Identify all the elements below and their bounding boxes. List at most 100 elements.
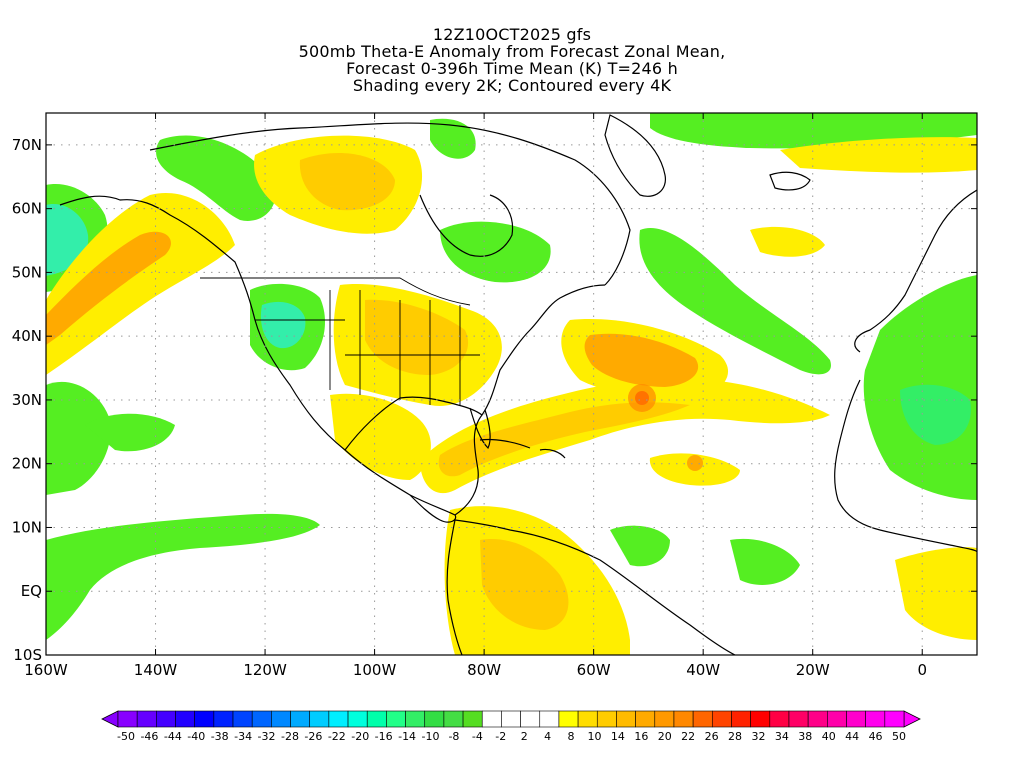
- lon-tick-label: 120W: [243, 661, 287, 679]
- colorbar-label: -44: [164, 730, 182, 743]
- lat-tick-label: 40N: [12, 327, 42, 345]
- shade-gold: [299, 152, 395, 211]
- colorbar: -50 -46 -44 -40 -38 -34 -32 -28 -26 -22 -20 -16 -14-…: [101, 710, 921, 743]
- shade-green: [730, 538, 800, 585]
- colorbar-label: -32: [258, 730, 276, 743]
- colorbar-swatch: [827, 710, 847, 728]
- coast-east-us: [454, 284, 606, 516]
- colorbar-swatch: [558, 710, 579, 728]
- colorbar-swatch: [156, 710, 176, 728]
- colorbar-swatch: [271, 710, 291, 728]
- colorbar-label: -4: [472, 730, 483, 743]
- colorbar-swatch: [251, 710, 272, 728]
- shade-light-green: [900, 384, 971, 445]
- colorbar-swatch: [194, 710, 215, 728]
- colorbar-label: -10: [422, 730, 440, 743]
- colorbar-swatch: [635, 710, 656, 728]
- colorbar-swatch: [175, 710, 195, 728]
- colorbar-swatch: [405, 710, 426, 728]
- colorbar-swatch: [596, 710, 617, 728]
- colorbar-swatch: [520, 710, 541, 728]
- colorbar-swatch: [386, 710, 406, 728]
- shade-green: [46, 381, 111, 495]
- colorbar-swatch: [616, 710, 636, 728]
- colorbar-swatch: [232, 710, 253, 728]
- shade-yellow: [895, 547, 977, 640]
- coast-north-america: [59, 195, 456, 516]
- title-line-3: Forecast 0-396h Time Mean (K) T=246 h: [346, 59, 678, 78]
- colorbar-swatch: [424, 710, 445, 728]
- coast-hudson-bay: [419, 194, 514, 257]
- shade-orange-core: [628, 384, 656, 412]
- colorbar-label: -28: [281, 730, 299, 743]
- colorbar-swatch: [366, 710, 387, 728]
- lon-tick-label: 0: [917, 661, 927, 679]
- shade-green: [440, 221, 551, 283]
- graticule: [46, 113, 977, 655]
- colorbar-swatch: [481, 710, 502, 728]
- colorbar-label: -26: [304, 730, 322, 743]
- shade-yellow: [46, 193, 235, 375]
- colorbar-label: -40: [187, 730, 205, 743]
- coast-europe: [854, 189, 977, 353]
- title-line-2: 500mb Theta-E Anomaly from Forecast Zona…: [298, 42, 726, 61]
- shade-orange: [46, 231, 171, 345]
- coast-canada: [149, 122, 631, 286]
- colorbar-swatch: [692, 710, 713, 728]
- colorbar-swatch: [884, 710, 905, 728]
- colorbar-label: 40: [822, 730, 836, 743]
- coast-central-america: [409, 494, 457, 523]
- coast-caribbean: [479, 438, 566, 459]
- colorbar-label: 44: [845, 730, 859, 743]
- coast-florida: [469, 407, 491, 450]
- colorbar-label: -2: [495, 730, 506, 743]
- lon-tick-label: 40W: [686, 661, 720, 679]
- lat-tick-label: 10S: [13, 646, 42, 664]
- plot-frame: [45, 112, 978, 656]
- colorbar-arrow-left: [101, 710, 119, 728]
- colorbar-label: -46: [140, 730, 158, 743]
- colorbar-swatch: [577, 710, 598, 728]
- colorbar-label: -8: [448, 730, 459, 743]
- colorbar-swatch: [731, 710, 751, 728]
- colorbar-swatch: [117, 710, 138, 728]
- shade-gold: [438, 402, 690, 477]
- colorbar-swatch: [347, 710, 368, 728]
- lon-tick-label: 160W: [24, 661, 68, 679]
- colorbar-swatch: [750, 710, 771, 728]
- lat-tick-label: 30N: [12, 391, 42, 409]
- colorbar-label: 32: [751, 730, 765, 743]
- shade-green: [46, 513, 320, 640]
- colorbar-swatch: [807, 710, 828, 728]
- shade-green: [430, 118, 476, 159]
- colorbar-label: -38: [211, 730, 229, 743]
- lat-tick-label: 10N: [12, 518, 42, 536]
- colorbar-label: 50: [892, 730, 906, 743]
- colorbar-label: 10: [587, 730, 601, 743]
- lon-tick-label: 20W: [796, 661, 830, 679]
- colorbar-label: 2: [521, 730, 528, 743]
- colorbar-swatch: [213, 710, 234, 728]
- coast-greenland: [604, 114, 667, 197]
- colorbar-label: -34: [234, 730, 252, 743]
- lat-tick-label: 70N: [12, 136, 42, 154]
- shade-orange: [584, 333, 699, 387]
- shade-yellow: [780, 137, 977, 173]
- colorbar-swatch: [501, 710, 521, 728]
- colorbar-label: -14: [398, 730, 416, 743]
- shade-yellow: [330, 393, 431, 480]
- colorbar-swatch: [443, 710, 464, 728]
- colorbar-swatch: [865, 710, 886, 728]
- shade-green: [156, 135, 276, 221]
- colorbar-label: 16: [634, 730, 648, 743]
- colorbar-label: -22: [328, 730, 346, 743]
- colorbar-swatch: [290, 710, 311, 728]
- colorbar-label: 4: [544, 730, 551, 743]
- colorbar-label: 26: [705, 730, 719, 743]
- shade-green: [85, 413, 175, 452]
- lat-tick-label: EQ: [21, 582, 42, 600]
- colorbar-label: -16: [375, 730, 393, 743]
- lon-tick-label: 100W: [353, 661, 397, 679]
- colorbar-label: 38: [798, 730, 812, 743]
